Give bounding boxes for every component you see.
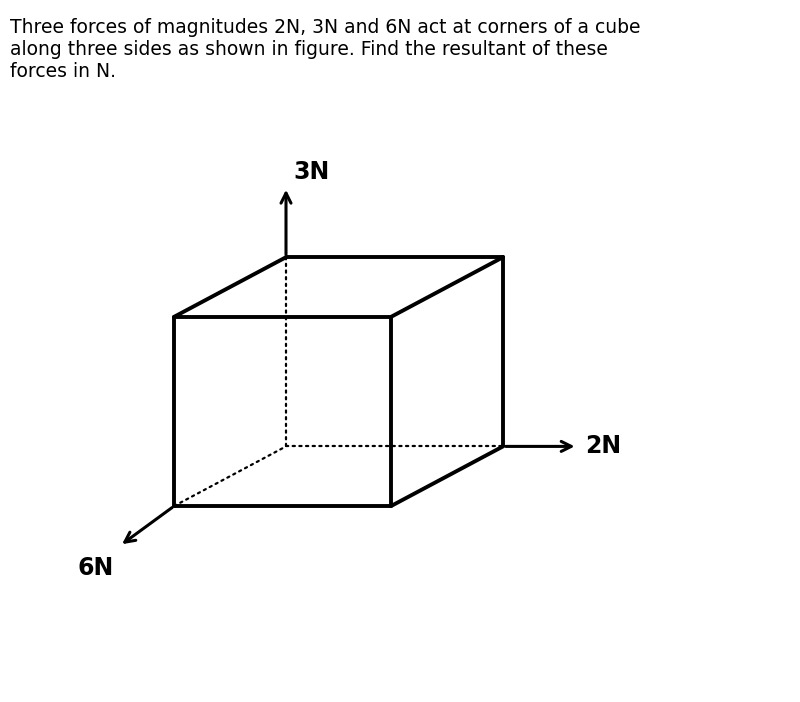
- Text: 6N: 6N: [78, 555, 114, 580]
- Text: 3N: 3N: [294, 160, 330, 184]
- Text: 2N: 2N: [585, 435, 621, 458]
- Text: Three forces of magnitudes 2N, 3N and 6N act at corners of a cube
along three si: Three forces of magnitudes 2N, 3N and 6N…: [10, 18, 640, 81]
